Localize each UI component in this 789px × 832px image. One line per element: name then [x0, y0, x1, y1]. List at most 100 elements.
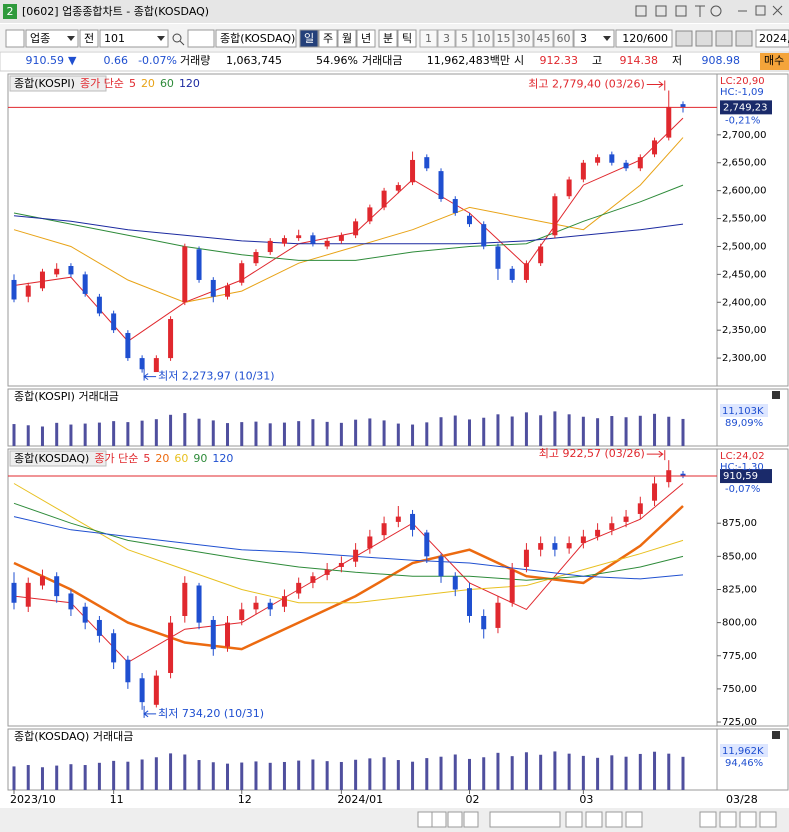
dropdown-arrow [157, 36, 165, 41]
volume-bar [311, 419, 315, 446]
candle-body [652, 483, 658, 501]
volume-bar [368, 758, 372, 790]
interval-button[interactable] [533, 29, 554, 48]
candle-body [367, 536, 373, 549]
search-button[interactable] [172, 33, 185, 46]
candle-body [111, 313, 117, 331]
panel-close[interactable] [772, 391, 780, 399]
legend-text: 120 [212, 452, 233, 465]
moving-average [13, 483, 684, 604]
hc-label: HC:-1,09 [720, 87, 764, 98]
panel [7, 448, 718, 727]
candle-body [466, 215, 472, 225]
interval-button[interactable] [513, 29, 534, 48]
volume-bar [354, 419, 358, 446]
candle-body [39, 271, 45, 289]
candle-body [68, 593, 74, 610]
x-tick-label: 03 [579, 793, 593, 806]
title-bar [0, 0, 789, 23]
interval-button[interactable] [493, 29, 514, 48]
date-text: 2024, [759, 32, 789, 45]
candle-body [324, 569, 330, 575]
high-annotation: 최고 2,779,40 (03/26) [528, 78, 645, 91]
menu-button[interactable] [5, 29, 25, 48]
window-controls[interactable] [635, 5, 783, 17]
legend-text: 5 [143, 452, 150, 465]
candle-body [595, 157, 601, 163]
period-button[interactable] [299, 29, 319, 48]
candle-body [680, 104, 686, 108]
candle-body [168, 319, 174, 359]
period-button[interactable] [378, 29, 398, 48]
x-tick-label: 12 [238, 793, 252, 806]
code-input[interactable] [99, 29, 169, 48]
candle-body [96, 296, 102, 314]
volume-bar [183, 754, 187, 790]
legend-text: 종합(KOSPI) [14, 77, 75, 90]
market-select[interactable] [25, 29, 79, 48]
volume-bar [439, 756, 443, 790]
volume-bar [126, 761, 130, 790]
y-tick-label: 800,00 [722, 618, 757, 629]
candle-body [25, 285, 31, 297]
interval-button[interactable] [419, 29, 438, 48]
candle-body [25, 582, 31, 607]
volume-bar [496, 752, 500, 790]
y-tick-label: 2,650,00 [722, 158, 767, 169]
volume-bar [282, 422, 286, 446]
period-button[interactable] [337, 29, 357, 48]
high-arrow [646, 450, 666, 461]
scroll-buttons[interactable] [417, 811, 777, 828]
date-field[interactable] [755, 29, 789, 48]
candle-body [566, 543, 572, 549]
candle-body [253, 252, 259, 264]
volume-bar [653, 751, 657, 790]
quote-price: 910.59 [26, 54, 65, 67]
volume-bar [69, 764, 73, 790]
interval-text: 15 [497, 32, 511, 45]
candle-body [395, 516, 401, 522]
volume-bar [596, 418, 600, 446]
prefix-button[interactable] [79, 29, 99, 48]
interval-button[interactable] [473, 29, 494, 48]
candle-body [39, 576, 45, 586]
period-button[interactable] [318, 29, 338, 48]
candle-body [381, 523, 387, 536]
quote-label: 고 [592, 54, 602, 67]
period-text: 일 [304, 31, 314, 45]
interval-button[interactable] [455, 29, 474, 48]
x-tick-label: 2024/01 [337, 793, 383, 806]
candle-body [125, 659, 131, 683]
candle-body [239, 263, 245, 283]
volume-bar [26, 765, 30, 790]
last-price-label: 2,749,23 [723, 102, 768, 113]
candle-body [310, 576, 316, 583]
volume-bar [254, 421, 258, 446]
scroll-bar [0, 808, 789, 832]
candle-body [595, 529, 601, 537]
interval-button[interactable] [553, 29, 574, 48]
volume-bar [325, 421, 329, 446]
sound-button[interactable] [187, 29, 215, 48]
axis-panel [716, 448, 789, 727]
volume-bar [339, 761, 343, 790]
period-button[interactable] [356, 29, 376, 48]
count-select[interactable] [573, 29, 615, 48]
buy-button[interactable] [760, 53, 789, 70]
interval-text: 1 [425, 32, 432, 45]
candle-body [466, 588, 472, 616]
candle-body [381, 190, 387, 208]
volume-ratio-label: 89,09% [725, 418, 763, 429]
candle-body [54, 576, 60, 597]
panel-title: 종합(KOSPI) 거래대금 [14, 390, 119, 403]
period-text: 주 [323, 32, 333, 45]
interval-button[interactable] [437, 29, 456, 48]
scroll-thumb[interactable] [489, 811, 561, 828]
last-date: 03/28 [726, 793, 758, 806]
tool-icons[interactable] [675, 30, 753, 47]
period-button[interactable] [397, 29, 417, 48]
panel-close[interactable] [772, 731, 780, 739]
quote-pct: -0.07% [138, 54, 177, 67]
volume-bar [55, 765, 59, 790]
legend-text: 20 [155, 452, 169, 465]
